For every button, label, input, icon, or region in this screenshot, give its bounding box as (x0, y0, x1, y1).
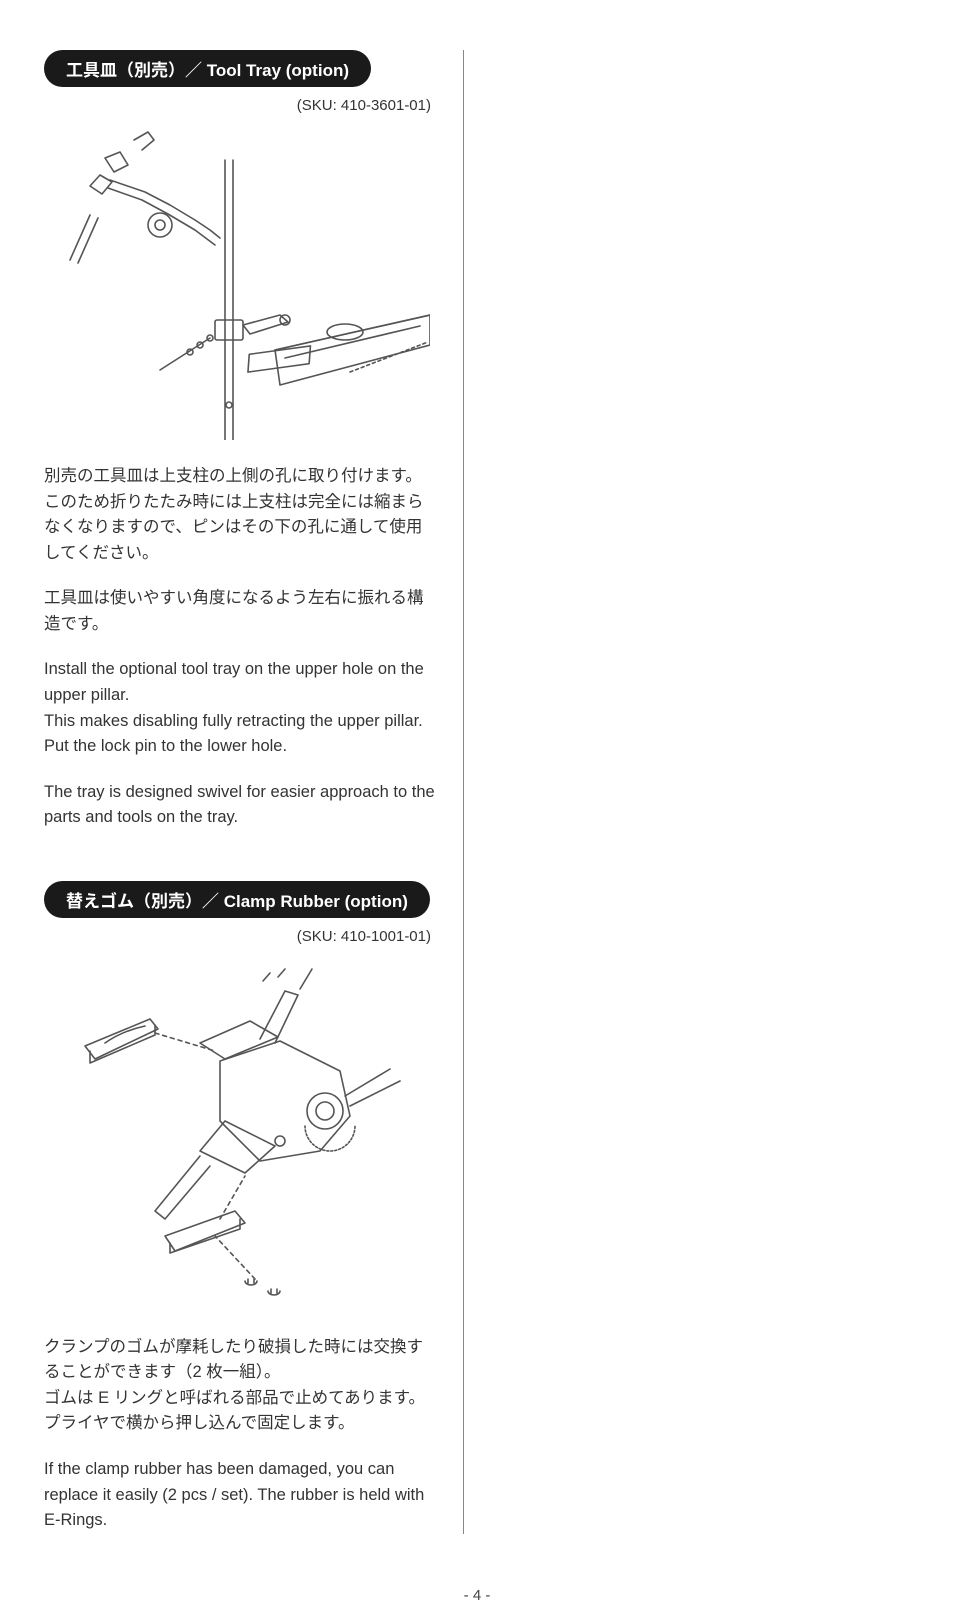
section-clamp-rubber: 替えゴム（別売）／ Clamp Rubber (option) (SKU: 41… (44, 881, 435, 1534)
figure-tool-tray (44, 120, 435, 440)
paragraph: 工具皿は使いやすい角度になるよう左右に振れる構造です。 (44, 586, 435, 637)
page: 工具皿（別売）／ Tool Tray (option) (SKU: 410-36… (0, 0, 954, 1624)
paragraph: The tray is designed swivel for easier a… (44, 780, 435, 831)
paragraph: クランプのゴムが摩耗したり破損した時には交換することができます（2 枚一組）。ゴ… (44, 1335, 435, 1437)
paragraph: Install the optional tool tray on the up… (44, 657, 435, 759)
left-column: 工具皿（別売）／ Tool Tray (option) (SKU: 410-36… (44, 50, 464, 1534)
clamp-rubber-illustration (50, 951, 430, 1311)
section-heading-pill: 替えゴム（別売）／ Clamp Rubber (option) (44, 881, 430, 918)
page-number: - 4 - (0, 1587, 954, 1604)
sku-label: (SKU: 410-3601-01) (44, 97, 435, 114)
section-heading-pill: 工具皿（別売）／ Tool Tray (option) (44, 50, 371, 87)
paragraph: 別売の工具皿は上支柱の上側の孔に取り付けます。このため折りたたみ時には上支柱は完… (44, 464, 435, 566)
sku-label: (SKU: 410-1001-01) (44, 928, 435, 945)
figure-clamp-rubber (44, 951, 435, 1311)
section-tool-tray: 工具皿（別売）／ Tool Tray (option) (SKU: 410-36… (44, 50, 435, 831)
tool-tray-illustration (50, 120, 430, 440)
paragraph: If the clamp rubber has been damaged, yo… (44, 1457, 435, 1534)
